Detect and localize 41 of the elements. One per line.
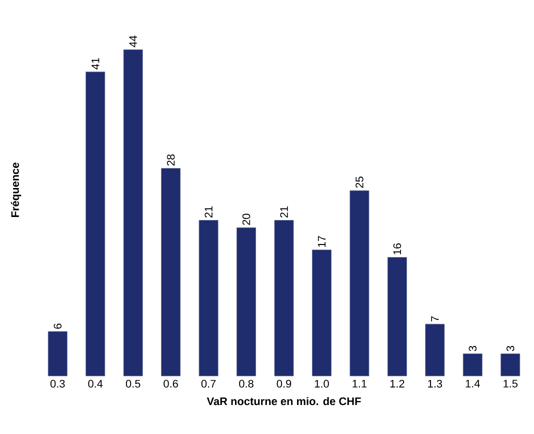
- x-tick-label: 1.3: [428, 380, 442, 388]
- data-label: 6: [54, 324, 62, 329]
- x-tick-label: 0.9: [276, 380, 292, 388]
- bar: [86, 72, 106, 376]
- data-label: 3: [468, 346, 477, 352]
- bar: [161, 168, 181, 376]
- y-axis-title: Fréquence: [10, 162, 22, 217]
- data-label: 17: [318, 236, 326, 247]
- bar: [425, 324, 445, 376]
- bar: [123, 49, 143, 376]
- x-tick-label: 0.4: [88, 380, 103, 388]
- x-tick-label: 0.7: [201, 380, 216, 388]
- bar: [350, 190, 370, 376]
- bar: [48, 331, 68, 376]
- data-label: 44: [129, 36, 137, 48]
- x-tick-label: 1.0: [314, 380, 329, 388]
- x-tick-label: 0.3: [50, 380, 65, 388]
- data-label: 3: [506, 346, 514, 352]
- x-axis-title: VaR nocturne en mio. de CHF: [206, 397, 361, 406]
- bar: [198, 220, 218, 376]
- x-tick-label: 0.5: [126, 380, 140, 388]
- data-label: 7: [431, 316, 439, 322]
- x-tick-label: 1.1: [352, 380, 367, 388]
- x-tick-label: 1.5: [504, 380, 518, 388]
- data-label: 16: [393, 243, 402, 254]
- data-label: 20: [242, 214, 250, 225]
- data-label: 21: [204, 206, 212, 218]
- x-tick-label: 1.2: [390, 380, 404, 388]
- x-tick-label: 1.4: [466, 380, 480, 388]
- data-label: 25: [356, 176, 364, 188]
- bar: [236, 227, 256, 376]
- bar: [500, 354, 520, 376]
- bar: [274, 220, 294, 376]
- bar: [462, 354, 482, 376]
- data-label: 41: [92, 58, 100, 70]
- data-label: 28: [166, 154, 175, 166]
- x-tick-label: 0.8: [239, 380, 254, 388]
- bar: [387, 257, 407, 376]
- bar: [312, 250, 332, 376]
- x-tick-label: 0.6: [164, 380, 178, 388]
- data-label: 21: [280, 206, 288, 218]
